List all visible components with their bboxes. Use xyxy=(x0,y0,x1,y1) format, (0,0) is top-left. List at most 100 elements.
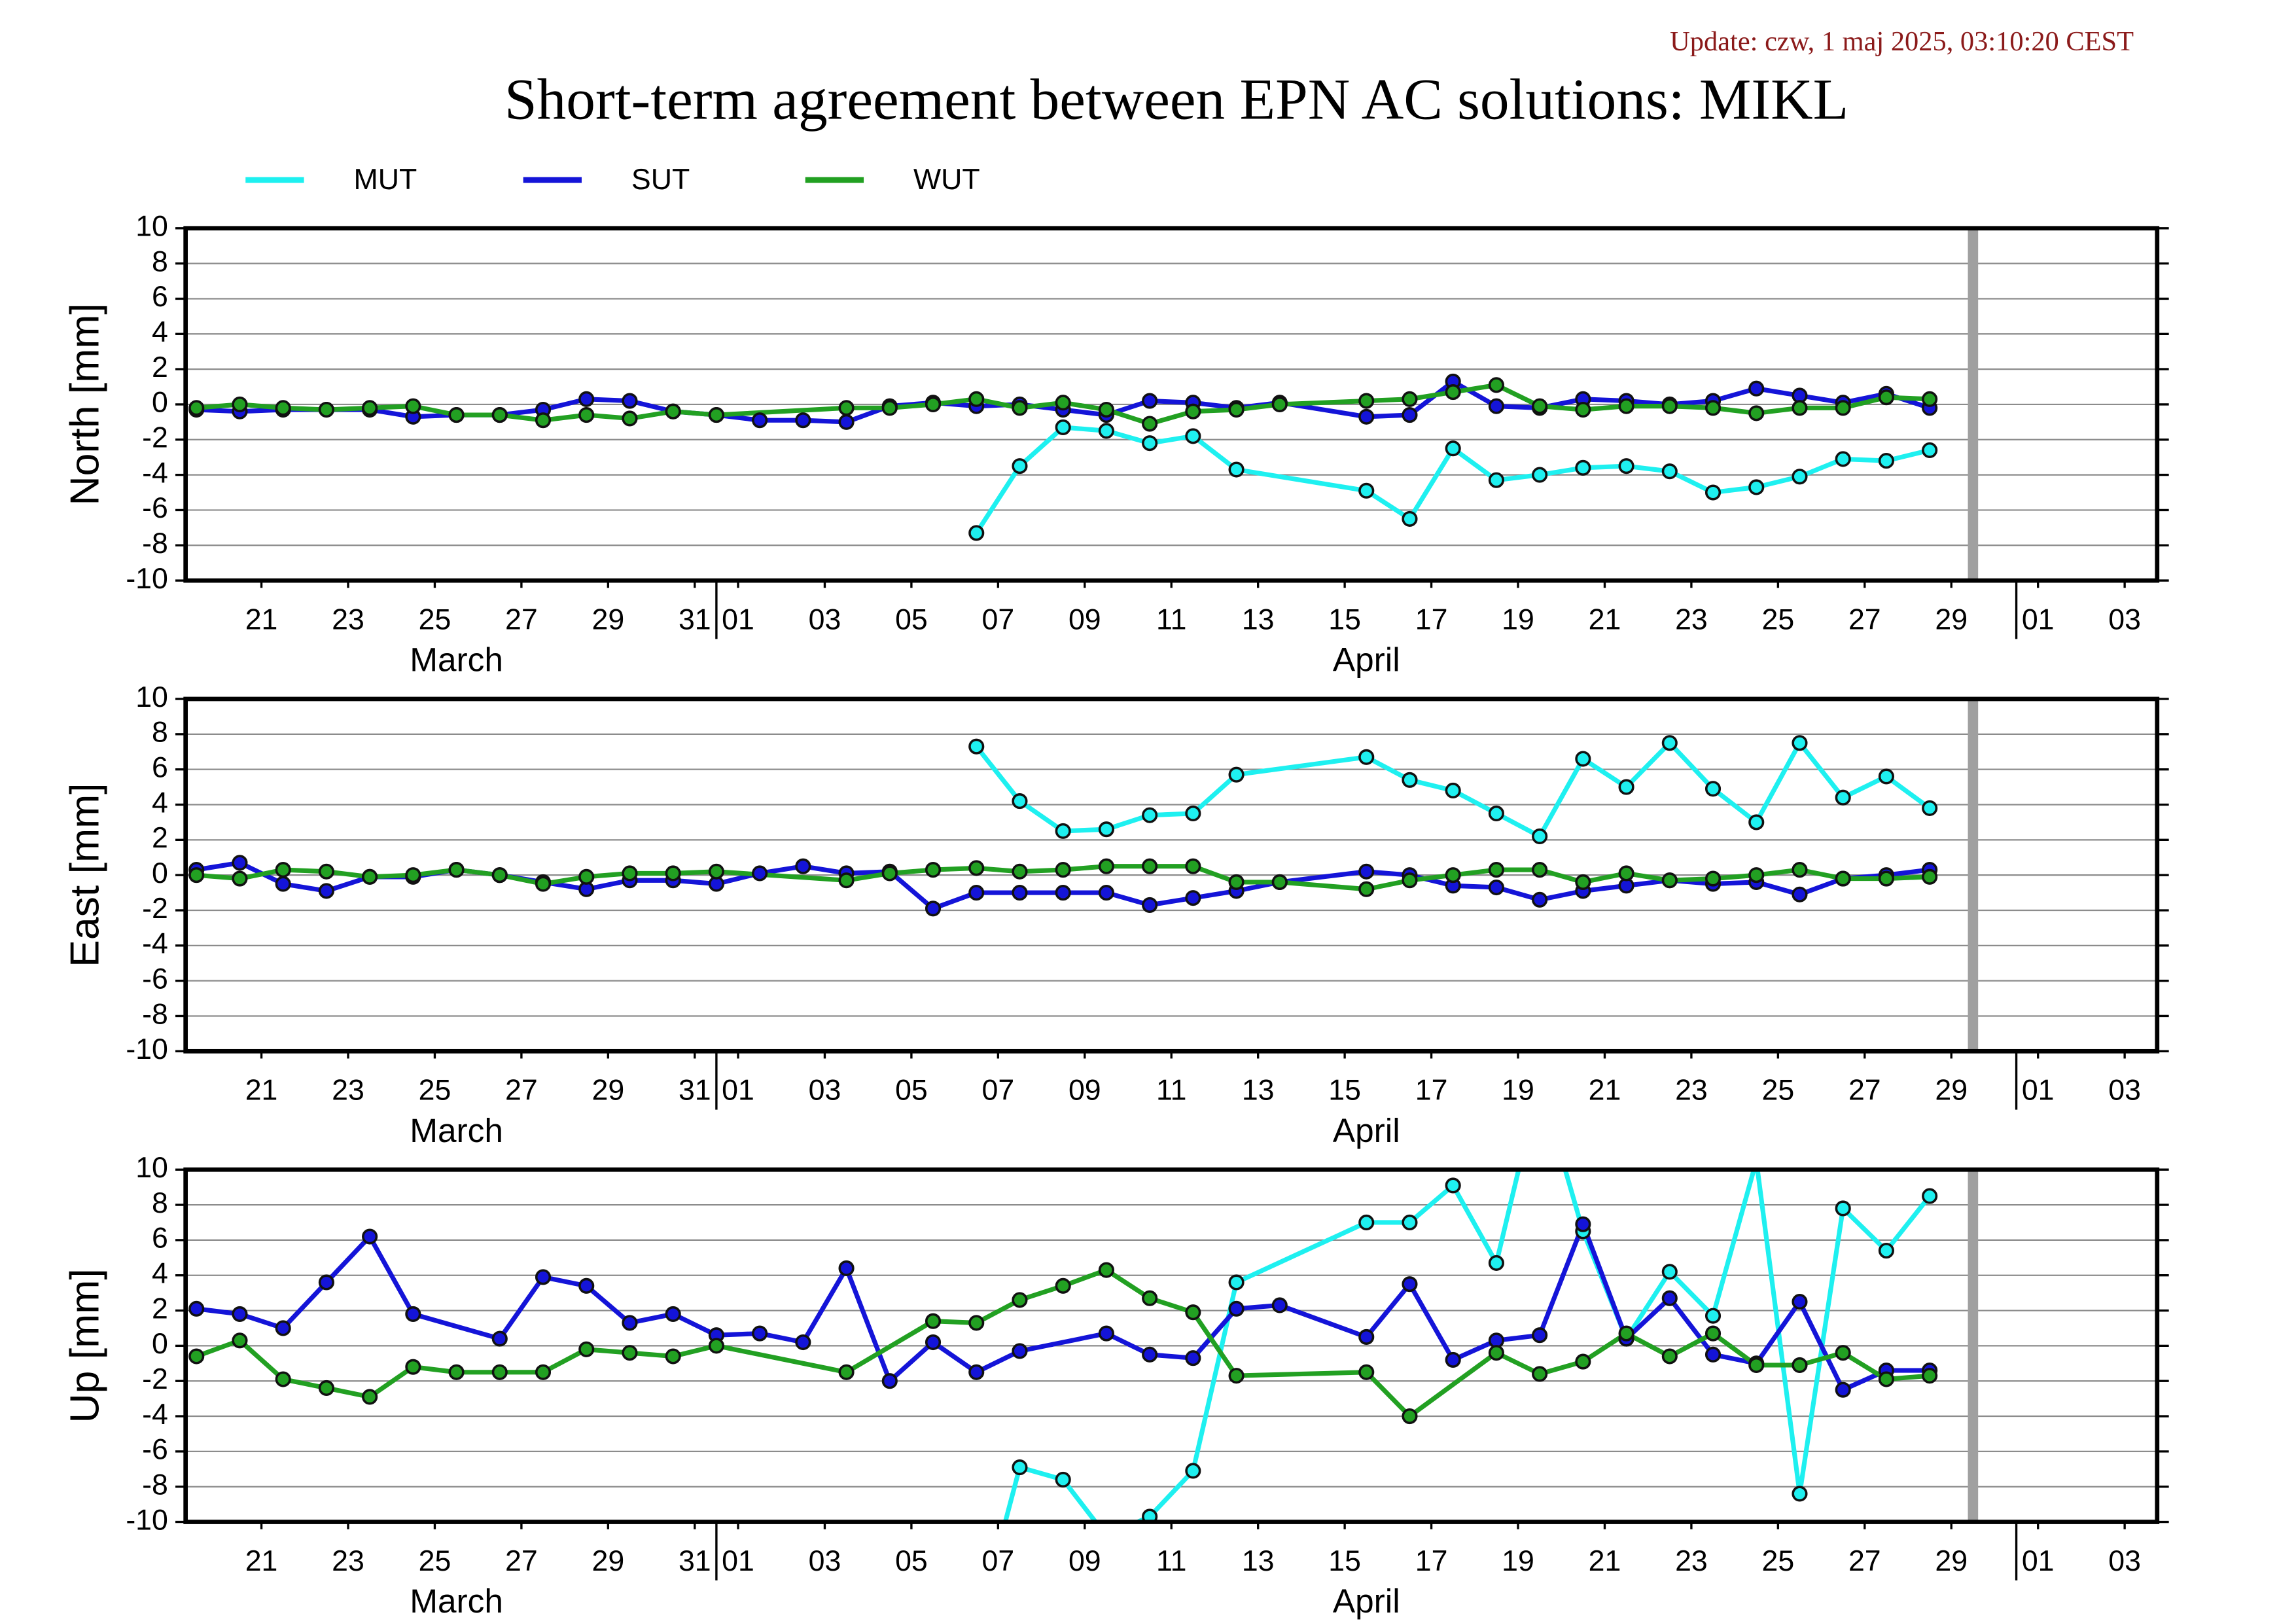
data-point xyxy=(1835,1345,1851,1361)
y-tick-label: 10 xyxy=(135,211,168,243)
data-point xyxy=(881,400,898,416)
data-point xyxy=(1271,874,1288,890)
data-point xyxy=(1228,1274,1245,1291)
x-tick-label: 01 xyxy=(722,1075,754,1107)
y-tick-label: 10 xyxy=(135,681,168,713)
y-tick-label: -2 xyxy=(142,1363,168,1395)
data-point xyxy=(1792,1294,1808,1310)
data-point xyxy=(1358,749,1375,765)
data-point xyxy=(1533,1075,1547,1088)
x-tick-label: 03 xyxy=(2108,603,2141,635)
data-point xyxy=(1618,779,1634,795)
x-tick-label: 13 xyxy=(1242,603,1275,635)
y-tick-label: 2 xyxy=(152,1293,168,1325)
data-point xyxy=(232,1306,248,1322)
data-point xyxy=(1100,1529,1114,1543)
data-point xyxy=(1488,1255,1504,1271)
data-point xyxy=(1575,1216,1591,1232)
data-point xyxy=(925,396,942,413)
data-point xyxy=(275,400,291,416)
y-tick-label: 0 xyxy=(152,857,168,889)
data-point xyxy=(665,1306,681,1322)
x-tick-label: 19 xyxy=(1502,1545,1534,1577)
x-tick-label: 11 xyxy=(1156,1075,1186,1107)
data-point xyxy=(1098,423,1114,439)
y-tick-label: 6 xyxy=(152,1222,168,1255)
data-point xyxy=(1012,885,1028,901)
data-point xyxy=(232,1332,248,1349)
x-tick-label: 29 xyxy=(1935,603,1968,635)
data-point xyxy=(665,865,681,882)
data-point xyxy=(838,872,855,889)
x-tick-label: 27 xyxy=(505,1075,538,1107)
month-label: March xyxy=(410,1582,503,1620)
data-point xyxy=(1142,393,1158,409)
x-tick-label: 25 xyxy=(1762,603,1795,635)
data-point xyxy=(318,883,334,899)
data-point xyxy=(1402,510,1418,527)
x-tick-label: 29 xyxy=(592,1075,625,1107)
x-tick-label: 25 xyxy=(1762,1545,1795,1577)
data-point xyxy=(1185,1304,1201,1321)
data-point xyxy=(1704,781,1722,797)
data-point xyxy=(1661,398,1678,414)
y-tick-label: 8 xyxy=(152,1187,168,1219)
data-point xyxy=(1185,428,1201,444)
data-point xyxy=(665,1348,681,1364)
data-point xyxy=(232,870,248,887)
data-point xyxy=(838,1260,855,1277)
legend-label: MUT xyxy=(354,164,417,196)
x-tick-label: 27 xyxy=(505,1545,538,1577)
data-point xyxy=(1098,1325,1114,1342)
data-point xyxy=(1748,479,1765,495)
data-point xyxy=(318,401,334,418)
data-point xyxy=(1661,1348,1678,1364)
data-point xyxy=(1792,886,1808,902)
x-tick-label: 27 xyxy=(1848,1075,1881,1107)
data-point xyxy=(1704,484,1722,501)
data-point xyxy=(1402,772,1418,788)
x-tick-label: 27 xyxy=(1848,1545,1881,1577)
data-point xyxy=(578,391,595,407)
data-point xyxy=(708,407,724,423)
data-point xyxy=(1402,1214,1418,1231)
x-tick-label: 01 xyxy=(2022,603,2055,635)
data-point xyxy=(1185,403,1201,419)
x-tick-label: 03 xyxy=(809,1075,841,1107)
update-stamp: Update: czw, 1 maj 2025, 03:10:20 CEST xyxy=(1670,26,2134,57)
y-tick-label: -6 xyxy=(142,963,168,995)
data-point xyxy=(491,1330,508,1347)
x-tick-label: 23 xyxy=(1675,1075,1708,1107)
data-point xyxy=(881,865,898,882)
data-point xyxy=(1532,891,1548,908)
data-point xyxy=(1358,393,1375,409)
x-tick-label: 07 xyxy=(982,1545,1015,1577)
x-tick-label: 23 xyxy=(1675,603,1708,635)
data-point xyxy=(1575,751,1591,767)
data-point xyxy=(1835,400,1851,416)
data-point xyxy=(1661,735,1678,751)
data-point xyxy=(1488,398,1504,414)
data-point xyxy=(708,863,724,880)
y-tick-label: -10 xyxy=(126,563,168,595)
y-tick-label: 8 xyxy=(152,245,168,277)
month-label: April xyxy=(1333,641,1400,679)
data-point xyxy=(318,863,334,880)
data-point xyxy=(968,525,985,541)
data-point xyxy=(1098,858,1114,874)
data-point xyxy=(1098,401,1114,418)
y-tick-label: 4 xyxy=(152,1258,168,1290)
data-point xyxy=(838,400,855,416)
y-tick-label: 2 xyxy=(152,822,168,854)
data-point xyxy=(362,868,378,885)
data-point xyxy=(1618,865,1634,882)
data-point xyxy=(1402,1276,1418,1293)
data-point xyxy=(535,876,552,892)
data-point xyxy=(1532,1366,1548,1382)
data-point xyxy=(1228,766,1245,783)
data-point xyxy=(578,1341,595,1357)
data-point xyxy=(1142,858,1158,874)
x-tick-label: 25 xyxy=(419,1545,451,1577)
data-point xyxy=(752,865,768,882)
